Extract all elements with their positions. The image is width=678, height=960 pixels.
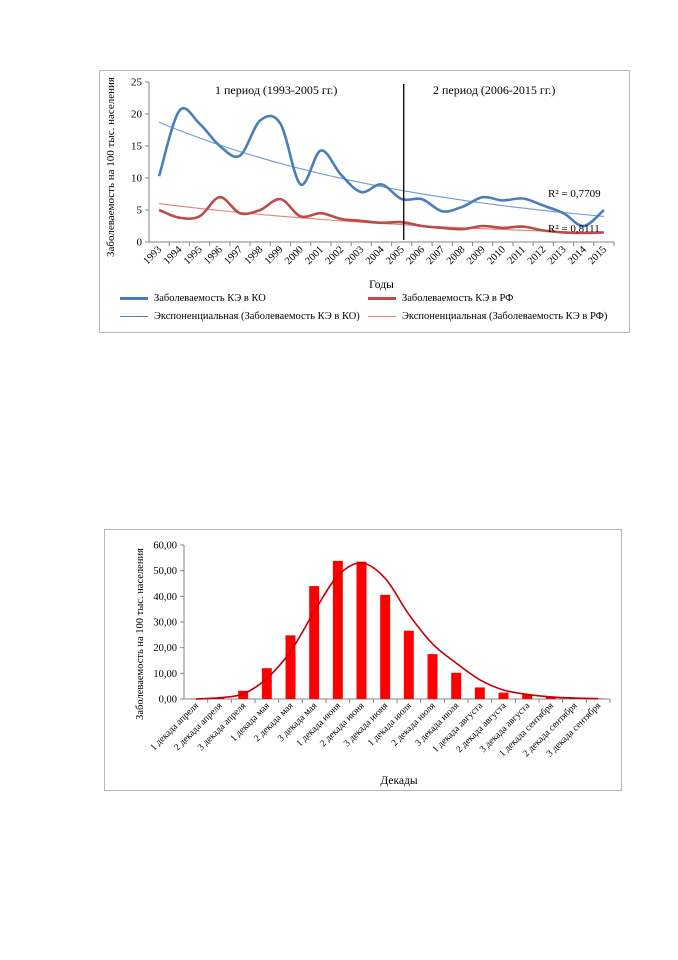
bar xyxy=(309,586,320,699)
y-tick-label: 50,00 xyxy=(153,566,177,577)
x-tick-label: 1995 xyxy=(182,244,205,267)
x-tick-label: 2015 xyxy=(586,244,609,267)
series-line-ko xyxy=(157,107,605,228)
legend-label-trend-rf: Экспоненциальная (Заболеваемость КЭ в РФ… xyxy=(402,311,608,322)
x-tick-label: 2002 xyxy=(324,244,347,267)
x-tick-label: 2003 xyxy=(344,244,367,267)
series-line-rf xyxy=(158,195,604,235)
x-tick-label: 2010 xyxy=(485,244,508,267)
bar xyxy=(474,687,485,699)
y-tick-label: 40,00 xyxy=(153,592,177,603)
incidence-trend-plot: 0510152025199319941995199619971998199920… xyxy=(105,77,615,291)
x-tick-label: 1993 xyxy=(142,244,165,267)
y-tick-label: 10,00 xyxy=(153,669,177,680)
legend-item-ko: Заболеваемость КЭ в КО xyxy=(120,293,266,304)
bar xyxy=(356,561,367,699)
y-tick-label: 60,00 xyxy=(153,541,177,552)
bar xyxy=(522,694,533,699)
fitted-curve xyxy=(195,562,599,700)
trend-line-ko xyxy=(158,121,604,217)
x-tick-label: 1999 xyxy=(263,244,286,267)
y-axis-title: Заболеваемость на 100 тыс. населения xyxy=(135,548,146,720)
x-tick-label: 2006 xyxy=(404,244,427,267)
x-tick-label: 2008 xyxy=(445,244,468,267)
y-tick-label: 0,00 xyxy=(159,695,177,706)
x-tick-label: 2011 xyxy=(506,244,528,266)
y-tick-label: 20 xyxy=(131,109,143,121)
y-tick-label: 30,00 xyxy=(153,618,177,629)
y-tick-label: 5 xyxy=(137,205,143,217)
y-tick-label: 25 xyxy=(131,77,143,89)
x-tick-label: 1998 xyxy=(243,244,266,267)
y-axis-title: Заболеваемость на 100 тыс. населения xyxy=(105,77,117,257)
bar xyxy=(380,594,391,699)
y-tick-label: 0 xyxy=(137,237,143,249)
legend-swatch-trend-ko xyxy=(120,316,148,317)
bar xyxy=(451,672,462,699)
x-axis-title: Годы xyxy=(369,279,394,291)
bar xyxy=(498,692,509,699)
x-tick-label: 1997 xyxy=(222,244,245,267)
legend-item-trend-rf: Экспоненциальная (Заболеваемость КЭ в РФ… xyxy=(368,311,607,322)
x-tick-label: 1996 xyxy=(202,244,225,267)
bar xyxy=(261,668,272,699)
x-tick-label: 2000 xyxy=(283,244,306,267)
legend-item-trend-ko: Экспоненциальная (Заболеваемость КЭ в КО… xyxy=(120,311,360,322)
x-tick-label: 2014 xyxy=(566,244,589,267)
bar xyxy=(545,696,556,699)
x-axis-title: Декады xyxy=(380,775,417,787)
period1-label: 1 период (1993-2005 гг.) xyxy=(215,83,337,97)
bar xyxy=(332,560,343,699)
x-tick-label: 2004 xyxy=(364,244,387,267)
x-tick-label: 2009 xyxy=(465,244,488,267)
legend-label-ko: Заболеваемость КЭ в КО xyxy=(154,293,266,304)
x-tick-label: 2013 xyxy=(546,244,569,267)
legend-swatch-ko xyxy=(120,297,148,300)
legend-swatch-rf xyxy=(368,297,396,300)
seasonal-distribution-chart: 0,00 10,00 20,00 30,00 40,00 50,00 60,00 1 дека… xyxy=(104,529,622,791)
x-tick-label: 1994 xyxy=(162,244,185,267)
x-tick-label: 2005 xyxy=(384,244,407,267)
legend-item-rf: Заболеваемость КЭ в РФ xyxy=(368,293,513,304)
y-tick-label: 15 xyxy=(131,141,143,153)
y-tick-label: 10 xyxy=(131,173,143,185)
bar xyxy=(403,630,414,699)
r2-rf-label: R² = 0,8111 xyxy=(548,223,600,235)
bar xyxy=(238,690,249,699)
bar xyxy=(427,654,438,699)
legend-swatch-trend-rf xyxy=(368,316,396,317)
y-tick-label: 20,00 xyxy=(153,643,177,654)
incidence-trend-chart: 0 5 10 15 20 25 1993 1994 1995 1996 1997 1998 1999 20… xyxy=(99,70,630,333)
x-tick-label: 2007 xyxy=(425,244,448,267)
period2-label: 2 период (2006-2015 гг.) xyxy=(433,83,555,97)
bar xyxy=(285,635,296,699)
x-tick-label: 2012 xyxy=(526,244,549,267)
legend-label-trend-ko: Экспоненциальная (Заболеваемость КЭ в КО… xyxy=(154,311,360,322)
legend-label-rf: Заболеваемость КЭ в РФ xyxy=(402,293,514,304)
x-tick-label: 2001 xyxy=(303,244,326,267)
r2-ko-label: R² = 0,7709 xyxy=(548,188,601,200)
